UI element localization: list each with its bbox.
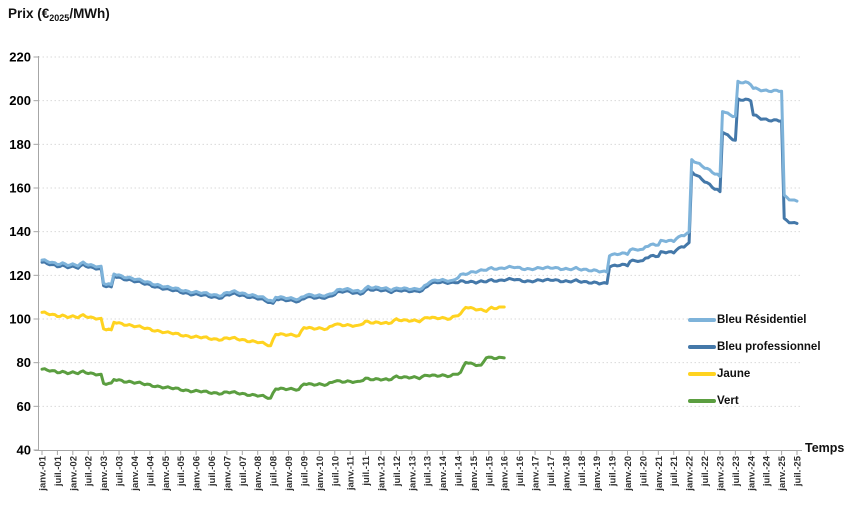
svg-text:juil.-10: juil.-10 — [330, 456, 341, 487]
svg-text:janv.-12: janv.-12 — [376, 456, 387, 492]
legend-label-vert: Vert — [717, 394, 739, 407]
svg-text:juil.-08: juil.-08 — [269, 456, 280, 487]
svg-text:200: 200 — [9, 93, 31, 108]
svg-text:juil.-07: juil.-07 — [238, 456, 249, 487]
svg-text:janv.-19: janv.-19 — [592, 456, 603, 492]
svg-text:janv.-10: janv.-10 — [315, 456, 326, 492]
svg-text:juil.-25: juil.-25 — [793, 455, 804, 487]
svg-text:100: 100 — [9, 312, 31, 327]
svg-text:janv.-25: janv.-25 — [777, 455, 788, 491]
svg-text:juil.-22: juil.-22 — [700, 456, 711, 487]
svg-text:juil.-18: juil.-18 — [577, 456, 588, 487]
legend: Bleu Résidentiel Bleu professionnel Jaun… — [688, 306, 838, 414]
svg-text:janv.-17: janv.-17 — [531, 456, 542, 492]
svg-text:juil.-16: juil.-16 — [515, 456, 526, 487]
svg-text:janv.-06: janv.-06 — [192, 456, 203, 492]
svg-text:juil.-15: juil.-15 — [484, 455, 495, 487]
svg-text:juil.-12: juil.-12 — [392, 456, 403, 487]
legend-item-bleu-professionnel: Bleu professionnel — [688, 333, 838, 360]
svg-text:juil.-05: juil.-05 — [176, 455, 187, 487]
svg-text:janv.-18: janv.-18 — [561, 456, 572, 492]
svg-text:juil.-24: juil.-24 — [762, 455, 773, 487]
y-axis-title-prefix: Prix (€ — [8, 6, 50, 21]
y-axis-title: Prix (€2025/MWh) — [8, 6, 110, 23]
svg-text:220: 220 — [9, 50, 31, 65]
legend-item-bleu-residentiel: Bleu Résidentiel — [688, 306, 838, 333]
y-axis-title-subscript: 2025 — [49, 13, 70, 23]
svg-text:160: 160 — [9, 181, 31, 196]
svg-text:janv.-09: janv.-09 — [284, 456, 295, 492]
svg-text:juil.-01: juil.-01 — [53, 455, 64, 487]
svg-text:120: 120 — [9, 268, 31, 283]
svg-text:janv.-22: janv.-22 — [685, 456, 696, 492]
legend-label-bleu-professionnel: Bleu professionnel — [717, 340, 821, 353]
svg-text:juil.-02: juil.-02 — [84, 456, 95, 487]
svg-text:juil.-23: juil.-23 — [731, 456, 742, 487]
svg-text:juil.-09: juil.-09 — [299, 456, 310, 487]
svg-text:juil.-04: juil.-04 — [145, 455, 156, 487]
svg-text:60: 60 — [17, 399, 31, 414]
svg-text:janv.-04: janv.-04 — [130, 455, 141, 491]
svg-text:140: 140 — [9, 224, 31, 239]
svg-text:juil.-11: juil.-11 — [361, 455, 372, 486]
svg-text:juil.-20: juil.-20 — [638, 456, 649, 487]
svg-text:janv.-02: janv.-02 — [68, 456, 79, 492]
svg-text:janv.-01: janv.-01 — [38, 455, 49, 491]
svg-text:janv.-11: janv.-11 — [346, 455, 357, 491]
svg-text:juil.-06: juil.-06 — [207, 456, 218, 487]
svg-text:janv.-07: janv.-07 — [222, 456, 233, 492]
svg-text:janv.-13: janv.-13 — [407, 456, 418, 492]
svg-text:janv.-23: janv.-23 — [715, 456, 726, 492]
legend-swatch-jaune — [688, 371, 716, 376]
legend-label-bleu-residentiel: Bleu Résidentiel — [717, 313, 807, 326]
svg-text:janv.-21: janv.-21 — [654, 455, 665, 491]
svg-text:juil.-19: juil.-19 — [608, 456, 619, 487]
svg-text:juil.-13: juil.-13 — [423, 456, 434, 487]
svg-text:juil.-03: juil.-03 — [115, 456, 126, 487]
svg-text:juil.-21: juil.-21 — [669, 455, 680, 487]
legend-swatch-bleu-professionnel — [688, 344, 716, 349]
svg-text:janv.-05: janv.-05 — [161, 455, 172, 491]
svg-text:janv.-03: janv.-03 — [99, 456, 110, 492]
svg-text:janv.-24: janv.-24 — [746, 455, 757, 491]
legend-item-vert: Vert — [688, 387, 838, 414]
legend-label-jaune: Jaune — [717, 367, 751, 380]
svg-text:janv.-14: janv.-14 — [438, 455, 449, 491]
svg-text:180: 180 — [9, 137, 31, 152]
svg-text:janv.-16: janv.-16 — [500, 456, 511, 492]
legend-swatch-bleu-residentiel — [688, 317, 716, 322]
svg-text:juil.-14: juil.-14 — [454, 455, 465, 487]
svg-text:80: 80 — [17, 355, 31, 370]
y-axis-title-suffix: /MWh) — [69, 6, 110, 21]
svg-text:40: 40 — [17, 443, 31, 458]
svg-text:janv.-20: janv.-20 — [623, 456, 634, 492]
legend-item-jaune: Jaune — [688, 360, 838, 387]
legend-swatch-vert — [688, 398, 716, 403]
svg-text:juil.-17: juil.-17 — [546, 456, 557, 487]
svg-text:janv.-15: janv.-15 — [469, 455, 480, 491]
svg-text:janv.-08: janv.-08 — [253, 456, 264, 492]
x-axis-title: Temps — [805, 441, 845, 455]
